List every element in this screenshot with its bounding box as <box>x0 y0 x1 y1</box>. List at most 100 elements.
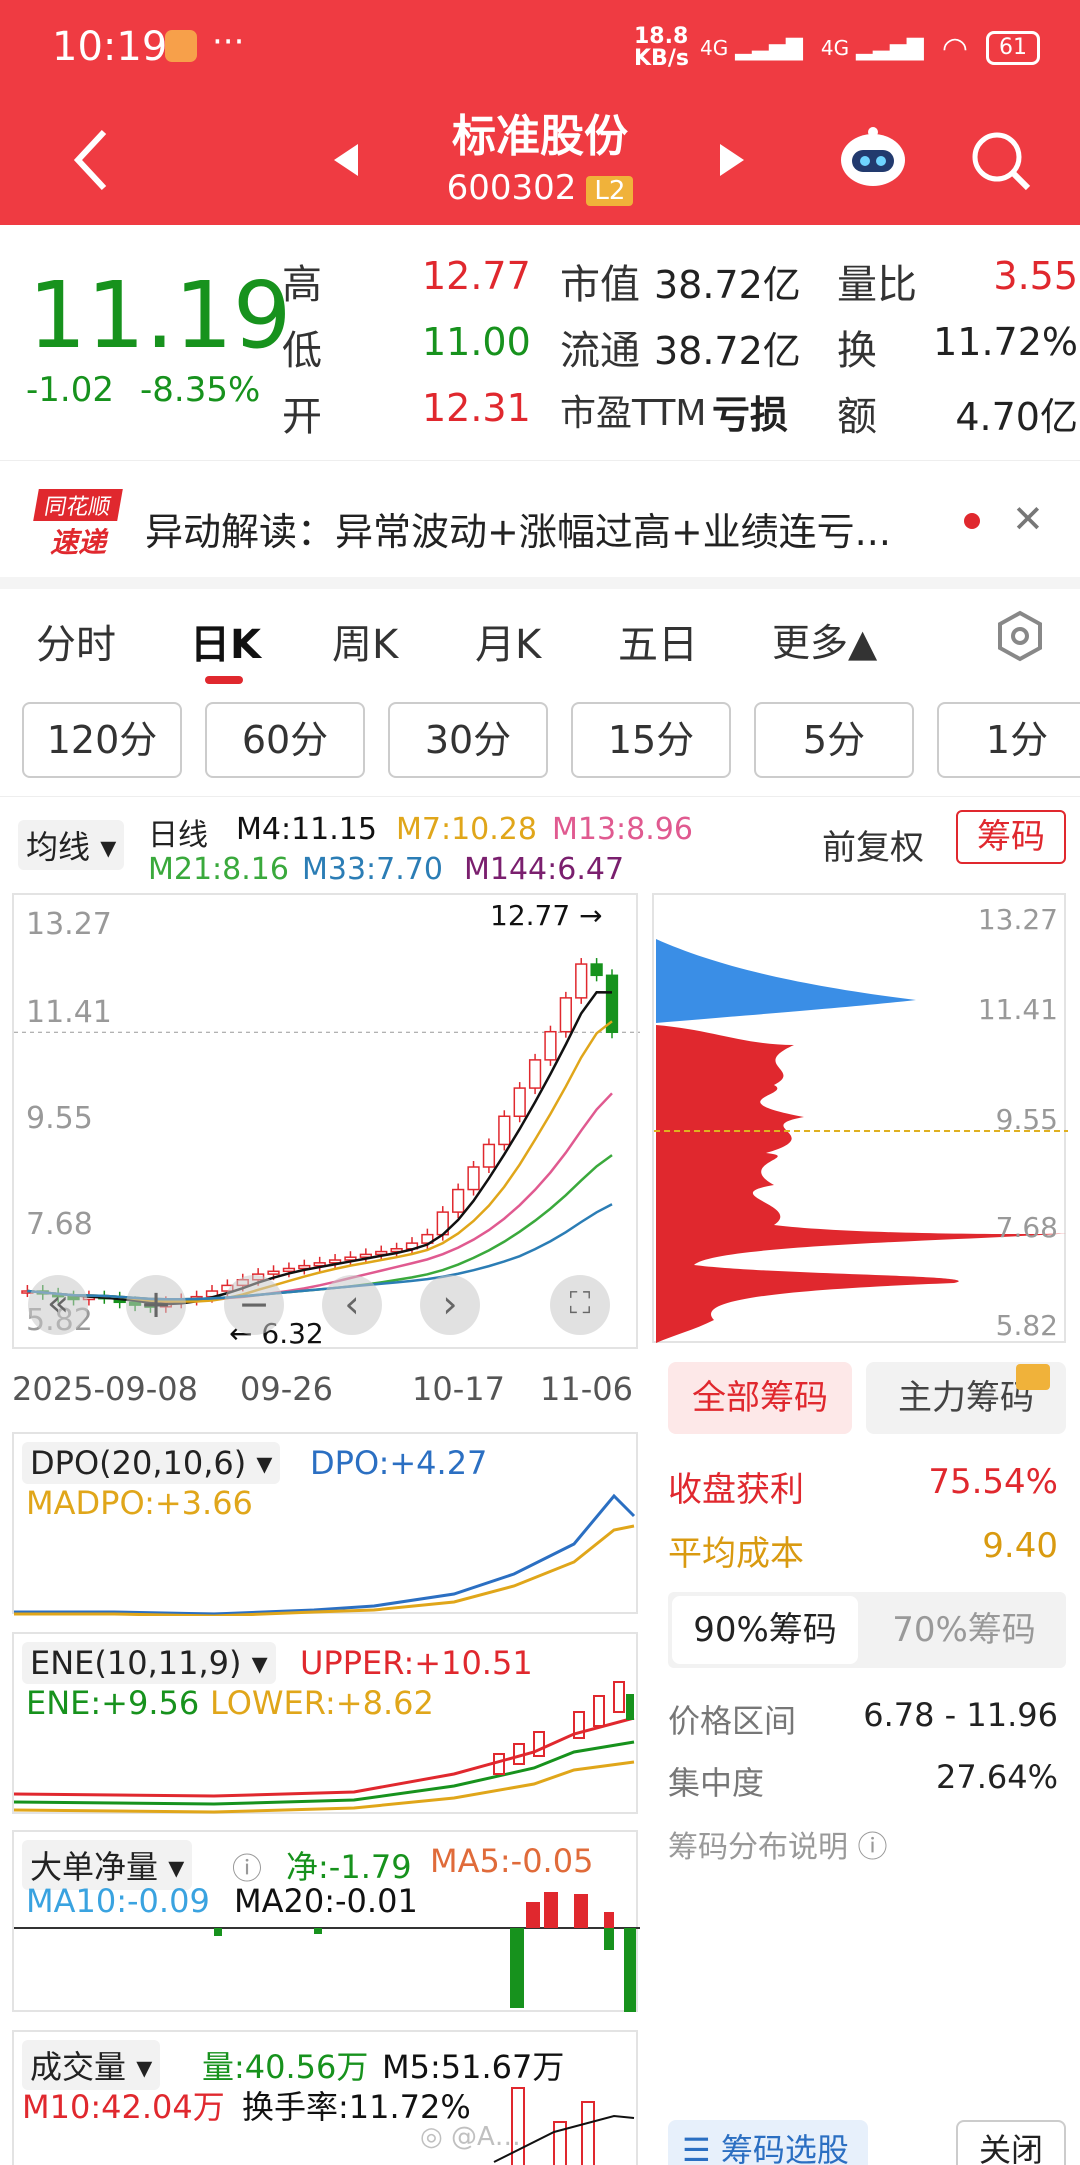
volume-panel: 成交量 ▾ 量:40.56万 M5:51.67万 M10:42.04万 换手率:… <box>12 2030 638 2165</box>
scroll-left-fast-icon[interactable]: « <box>28 1275 88 1335</box>
volume-m10: M10:42.04万 <box>22 2088 225 2126</box>
madpo-value: MADPO:+3.66 <box>26 1484 253 1522</box>
float-label: 流通 <box>560 328 640 374</box>
close-icon[interactable]: ✕ <box>1012 497 1044 541</box>
candle <box>605 974 619 1034</box>
candle <box>390 1247 403 1253</box>
avg-cost-value: 9.40 <box>982 1526 1058 1566</box>
low-label: 低 <box>282 328 322 374</box>
settings-icon[interactable] <box>996 610 1044 666</box>
period-60m[interactable]: 60分 <box>205 702 365 778</box>
dpo-selector[interactable]: DPO(20,10,6) ▾ <box>22 1442 281 1484</box>
mktcap-label: 市值 <box>560 262 640 308</box>
chip-90-button[interactable]: 90%筹码 <box>672 1596 858 1664</box>
status-indicators: 18.8 KB/s 4G ▂▃▅▇ 4G ▂▃▅▇ ◠ 61 <box>634 26 1040 70</box>
chip-y-tick: 7.68 <box>995 1211 1058 1244</box>
volume-bars <box>493 2087 635 2165</box>
ene-selector[interactable]: ENE(10,11,9) ▾ <box>22 1642 276 1684</box>
net-speed: 18.8 KB/s <box>634 24 689 71</box>
candle <box>544 1030 557 1061</box>
bigorder-net: 净:-1.79 <box>286 1848 412 1886</box>
chip-y-tick: 9.55 <box>995 1103 1058 1136</box>
battery-icon: 61 <box>986 31 1040 65</box>
tab-more[interactable]: 更多▲ <box>772 621 878 665</box>
fullscreen-icon[interactable]: ⛶ <box>550 1275 610 1335</box>
help-icon[interactable]: ⓘ <box>232 1852 262 1887</box>
profit-label: 收盘获利 <box>668 1470 804 1510</box>
chip-tab-main[interactable]: 主力筹码 <box>866 1362 1066 1434</box>
watermark: ◎ @A… <box>420 2122 521 2152</box>
divider <box>0 577 1080 589</box>
period-120m[interactable]: 120分 <box>22 702 182 778</box>
candle <box>267 1270 280 1275</box>
robot-assistant-icon[interactable] <box>838 126 908 192</box>
mktcap-value: 38.72亿 <box>654 263 801 307</box>
back-icon[interactable] <box>70 128 110 196</box>
kline-y-tick: 11.41 <box>26 995 112 1030</box>
period-1m[interactable]: 1分 <box>937 702 1080 778</box>
status-time: 10:19 <box>52 24 168 70</box>
chip-select-button[interactable]: ☰ 筹码选股 <box>668 2120 868 2165</box>
kline-chart[interactable]: 13.27 11.41 9.55 7.68 5.82 12.77 → ← 6.3… <box>12 893 640 1350</box>
chip-explain-link[interactable]: 筹码分布说明 ⓘ <box>668 1830 888 1865</box>
chip-70-button[interactable]: 70%筹码 <box>892 1610 1036 1650</box>
lock-badge-icon <box>1016 1364 1050 1390</box>
tab-weekly-k[interactable]: 周K <box>332 622 399 668</box>
amount-value: 4.70亿 <box>955 395 1078 439</box>
volume-turnover: 换手率:11.72% <box>242 2088 471 2126</box>
ene-lines <box>14 1681 635 1814</box>
kline-svg <box>14 958 640 1313</box>
kline-x-tick: 09-26 <box>240 1370 333 1408</box>
unread-dot <box>964 513 980 529</box>
period-30m[interactable]: 30分 <box>388 702 548 778</box>
next-stock-icon[interactable] <box>718 142 746 182</box>
news-bar[interactable]: 同花顺 速递 异动解读：异常波动+涨幅过高+业绩连亏... ✕ <box>0 460 1080 575</box>
ene-upper: UPPER:+10.51 <box>300 1644 533 1682</box>
current-price: 11.19 <box>28 262 292 369</box>
dpo-panel: DPO(20,10,6) ▾ DPO:+4.27 MADPO:+3.66 <box>12 1432 638 1616</box>
ma-selector[interactable]: 均线 ▾ <box>18 820 125 870</box>
ene-mid: ENE:+9.56 <box>26 1684 200 1722</box>
bigorder-selector[interactable]: 大单净量 ▾ <box>22 1840 193 1890</box>
turnover-value: 11.72% <box>933 320 1078 364</box>
ma-kind: 日线 <box>148 818 208 853</box>
bigorder-bars <box>14 1892 640 2012</box>
chip-toggle-button[interactable]: 筹码 <box>956 810 1066 864</box>
adjust-mode[interactable]: 前复权 <box>822 828 924 868</box>
wifi-icon: ◠ <box>941 30 968 66</box>
period-15m[interactable]: 15分 <box>571 702 731 778</box>
chip-distribution-chart: 13.27 11.41 9.55 7.68 5.82 <box>652 893 1068 1343</box>
chip-svg <box>654 939 1068 1343</box>
volume-m5: M5:51.67万 <box>382 2048 565 2086</box>
kline-x-tick: 2025-09-08 <box>12 1370 198 1408</box>
search-icon[interactable] <box>970 130 1032 196</box>
range-value: 6.78 - 11.96 <box>863 1696 1058 1734</box>
scroll-left-icon[interactable]: ‹ <box>322 1275 382 1335</box>
pe-label: 市盈TTM <box>560 393 707 434</box>
zoom-out-icon[interactable]: − <box>224 1275 284 1335</box>
low-value: 11.00 <box>422 320 531 364</box>
scroll-right-icon[interactable]: › <box>420 1275 480 1335</box>
zoom-in-icon[interactable]: + <box>126 1275 186 1335</box>
range-label: 价格区间 <box>668 1702 797 1740</box>
bigorder-ma5: MA5:-0.05 <box>430 1842 594 1880</box>
chip-y-tick: 5.82 <box>995 1309 1058 1342</box>
candle <box>298 1264 311 1270</box>
candle <box>513 1087 526 1118</box>
period-5m[interactable]: 5分 <box>754 702 914 778</box>
pe-value: 亏损 <box>712 393 789 437</box>
volume-selector[interactable]: 成交量 ▾ <box>22 2040 161 2090</box>
tab-five-day[interactable]: 五日 <box>618 622 698 668</box>
candle <box>328 1259 342 1264</box>
prev-stock-icon[interactable] <box>332 142 360 182</box>
tab-monthly-k[interactable]: 月K <box>475 622 542 668</box>
tab-daily-k[interactable]: 日K <box>190 622 261 668</box>
ene-panel: ENE(10,11,9) ▾ UPPER:+10.51 ENE:+9.56 LO… <box>12 1632 638 1814</box>
float-value: 38.72亿 <box>654 329 801 373</box>
ene-lower: LOWER:+8.62 <box>210 1684 434 1722</box>
volratio-value: 3.55 <box>993 254 1078 298</box>
tab-intraday[interactable]: 分时 <box>36 622 116 668</box>
volratio-label: 量比 <box>837 262 917 308</box>
chip-tab-all[interactable]: 全部筹码 <box>668 1362 852 1434</box>
close-chip-button[interactable]: 关闭 <box>956 2120 1066 2165</box>
